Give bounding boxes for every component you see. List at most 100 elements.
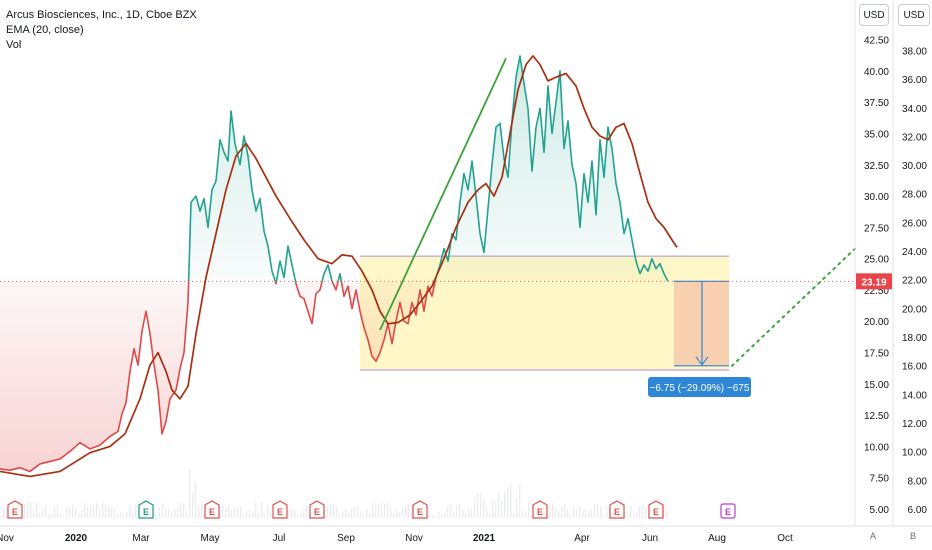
volume-bar: [222, 506, 224, 518]
volume-bar: [474, 498, 476, 518]
volume-bar: [606, 506, 608, 518]
volume-bar: [633, 515, 635, 518]
earnings-marker[interactable]: E: [204, 500, 220, 519]
volume-bar: [183, 504, 185, 518]
volume-bar: [369, 512, 371, 518]
earnings-marker[interactable]: E: [609, 500, 625, 519]
currency-button-right[interactable]: USD: [898, 4, 930, 26]
log-scale-button[interactable]: B: [910, 531, 917, 541]
time-axis-label: Jul: [273, 533, 286, 544]
right-axis-label: 20.00: [902, 304, 927, 315]
legend-ema[interactable]: EMA (20, close): [6, 24, 84, 36]
volume-bar: [402, 507, 404, 518]
volume-bar: [258, 513, 260, 518]
volume-bar: [531, 514, 533, 518]
volume-bar: [300, 513, 302, 518]
volume-bar: [324, 510, 326, 518]
volume-bar: [105, 503, 107, 518]
measure-label-box: [648, 377, 751, 397]
volume-bar: [387, 502, 389, 518]
earnings-marker[interactable]: E: [272, 500, 288, 519]
volume-bar: [339, 514, 341, 518]
volume-bar: [441, 514, 443, 518]
volume-bar: [102, 503, 104, 518]
volume-bar: [180, 502, 182, 518]
time-axis-label: Mar: [132, 533, 150, 544]
volume-bar: [54, 507, 56, 518]
volume-bar: [60, 513, 62, 518]
volume-bar: [666, 509, 668, 518]
volume-bar: [522, 510, 524, 518]
earnings-marker[interactable]: E: [309, 500, 325, 519]
volume-bar: [153, 506, 155, 518]
volume-bar: [156, 515, 158, 518]
volume-bar: [162, 503, 164, 518]
earnings-marker[interactable]: E: [532, 500, 548, 519]
volume-bar: [357, 505, 359, 518]
price-axis-label: 37.50: [864, 98, 889, 109]
upcoming-earnings-marker[interactable]: E: [720, 503, 736, 519]
volume-bar: [372, 503, 374, 518]
time-axis-label: 2021: [473, 533, 496, 544]
right-axis-label: 28.00: [902, 190, 927, 201]
earnings-marker-shape: [204, 500, 220, 519]
currency-button-left[interactable]: USD: [859, 4, 889, 26]
volume-bar: [171, 512, 173, 518]
price-axis-label: 17.50: [864, 349, 889, 360]
volume-bar: [549, 505, 551, 518]
last-price-badge-box: [856, 273, 892, 290]
volume-bar: [45, 504, 47, 518]
volume-bar: [432, 514, 434, 518]
legend-volume[interactable]: Vol: [6, 39, 22, 51]
last-price-badge-text: 23.19: [861, 277, 886, 288]
earnings-marker[interactable]: E: [648, 500, 664, 519]
volume-bar: [246, 512, 248, 518]
volume-bar: [303, 509, 305, 518]
earnings-marker-shape: [532, 500, 548, 519]
volume-bar: [219, 507, 221, 518]
volume-bar: [345, 508, 347, 518]
volume-bar: [450, 506, 452, 518]
volume-bar: [597, 503, 599, 518]
volume-bar: [267, 505, 269, 518]
volume-bar: [447, 505, 449, 518]
volume-bar: [501, 501, 503, 518]
volume-bar: [126, 511, 128, 518]
earnings-marker[interactable]: E: [412, 500, 428, 519]
earnings-marker[interactable]: E: [7, 500, 23, 519]
volume-bar: [117, 514, 119, 518]
volume-bar: [252, 511, 254, 518]
volume-bar: [504, 491, 506, 518]
price-axis-label: 15.00: [864, 380, 889, 391]
volume-bar: [411, 504, 413, 518]
price-area-above: [0, 55, 668, 282]
volume-bar: [645, 506, 647, 518]
volume-bar: [486, 509, 488, 518]
price-axis-label: 22.50: [864, 286, 889, 297]
right-axis-label: 14.00: [902, 390, 927, 401]
volume-bar: [42, 508, 44, 518]
volume-bar: [603, 514, 605, 518]
earnings-marker[interactable]: E: [138, 500, 154, 519]
volume-bar: [591, 509, 593, 518]
volume-bar: [465, 511, 467, 518]
price-axis-label: 27.50: [864, 223, 889, 234]
volume-bar: [495, 501, 497, 518]
volume-bar: [492, 499, 494, 518]
right-axis-label: 34.00: [902, 104, 927, 115]
volume-bar: [255, 502, 257, 518]
earnings-marker-label: E: [12, 507, 18, 517]
volume-bar: [519, 485, 521, 518]
time-axis-label: Oct: [777, 533, 793, 544]
auto-scale-button[interactable]: A: [870, 531, 877, 541]
volume-bar: [51, 514, 53, 518]
volume-bar: [75, 507, 77, 518]
volume-bar: [477, 493, 479, 518]
volume-bar: [435, 515, 437, 518]
volume-bar: [24, 503, 26, 518]
measure-arrow-head: [695, 356, 709, 366]
time-axis-label: 2020: [65, 533, 88, 544]
volume-bar: [288, 512, 290, 518]
volume-bar: [3, 508, 5, 518]
